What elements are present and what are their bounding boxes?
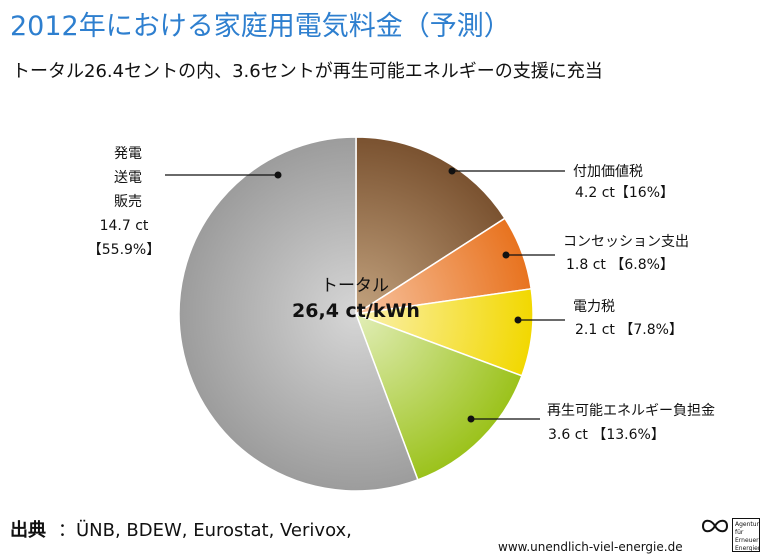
- pie-slice-renewable: [354, 312, 523, 481]
- center-label: トータル: [321, 276, 389, 296]
- slice-value-renewable: 3.6 ct 【13.6%】: [548, 427, 665, 443]
- slice-label-generation-2: 送電: [114, 170, 142, 186]
- slice-value-generation-1: 14.7 ct: [100, 218, 149, 234]
- slice-value-vat: 4.2 ct【16%】: [575, 185, 674, 201]
- slice-label-concession: コンセッション支出: [563, 234, 689, 250]
- source-text: ：ÜNB, BDEW, Eurostat, Verivox,: [58, 520, 352, 541]
- slice-label-electricity-tax: 電力税: [573, 299, 615, 315]
- agency-logo: Agentur für Erneuerbare Energien: [700, 516, 762, 556]
- infinity-icon: [701, 519, 729, 533]
- logo-text: Agentur für Erneuerbare Energien: [732, 518, 760, 552]
- center-value: 26,4 ct/kWh: [292, 300, 420, 322]
- source-label: 出典: [10, 520, 46, 541]
- slice-value-generation-2: 【55.9%】: [88, 242, 160, 258]
- slice-label-renewable: 再生可能エネルギー負担金: [547, 403, 715, 419]
- leader-dot-vat: [448, 167, 456, 175]
- leader-dot-concession: [502, 251, 510, 259]
- leader-dot-generation: [274, 171, 282, 179]
- leader-dot-renewable: [467, 415, 475, 423]
- slice-value-electricity-tax: 2.1 ct 【7.8%】: [575, 322, 683, 338]
- source-note: 出典 ：ÜNB, BDEW, Eurostat, Verivox,: [10, 516, 352, 542]
- slice-label-generation-3: 販売: [114, 194, 142, 210]
- slice-label-generation-1: 発電: [114, 146, 142, 162]
- page-title: 2012年における家庭用電気料金（予測）: [10, 11, 511, 42]
- slice-label-vat: 付加価値税: [573, 164, 643, 180]
- leader-dot-electricity-tax: [514, 316, 522, 324]
- page-subtitle: トータル26.4セントの内、3.6セントが再生可能エネルギーの支援に充当: [12, 61, 603, 82]
- footer-url: www.unendlich-viel-energie.de: [498, 540, 683, 554]
- slice-value-concession: 1.8 ct 【6.8%】: [566, 257, 674, 273]
- pie-slice-vat: [355, 136, 506, 316]
- pie-slice-generation: [178, 136, 419, 492]
